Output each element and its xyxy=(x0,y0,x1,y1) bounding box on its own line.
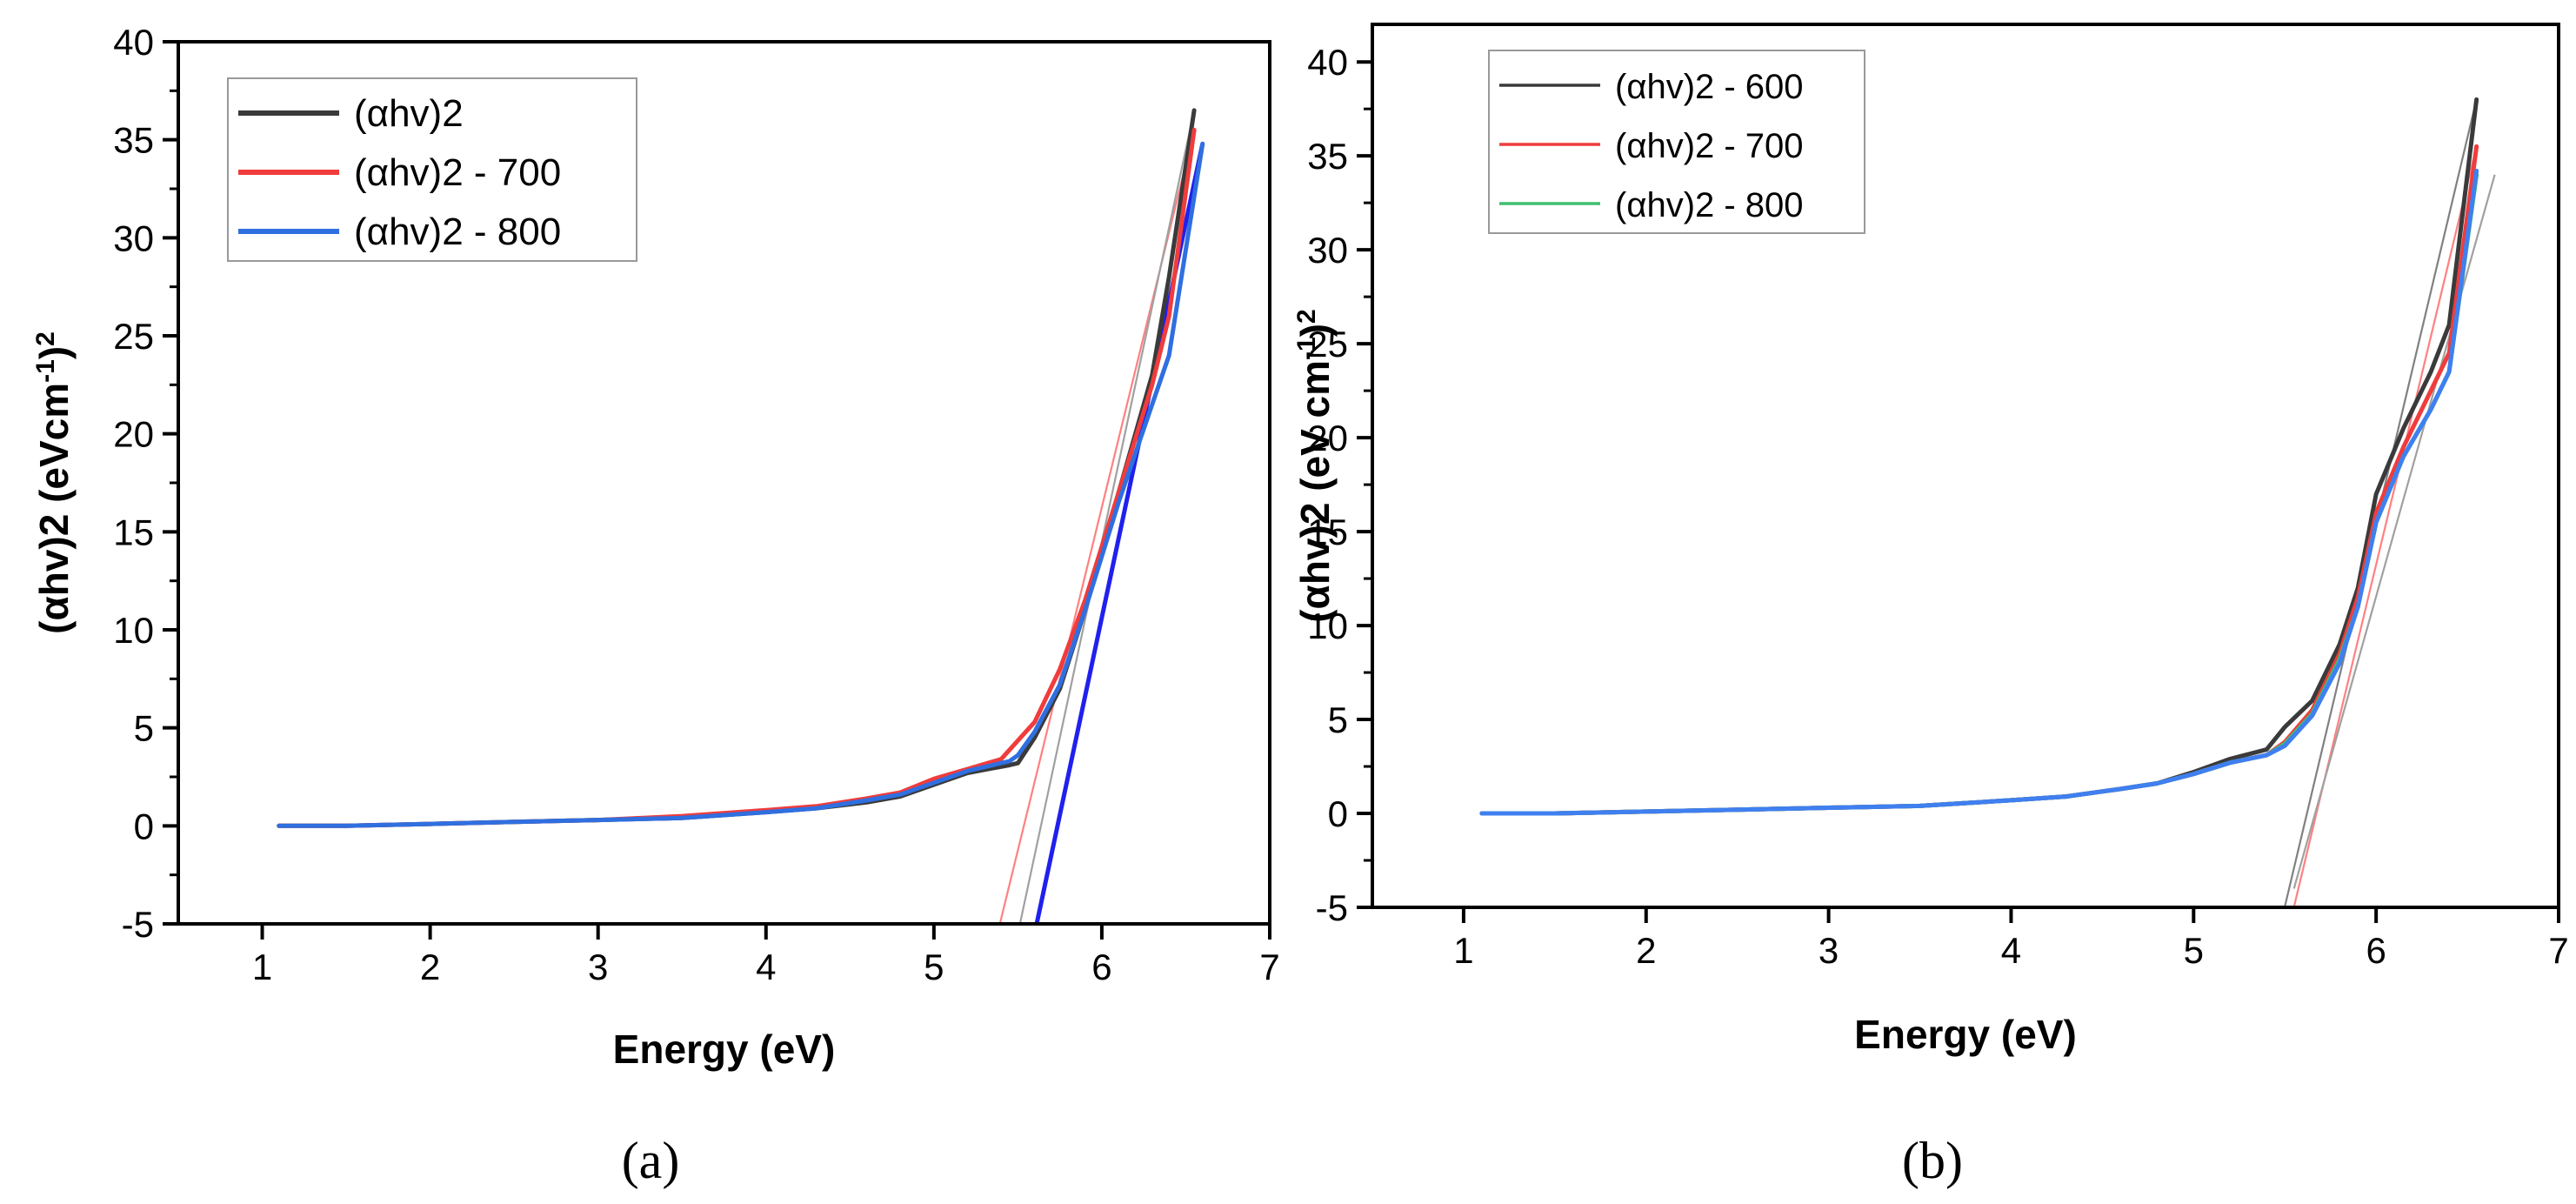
y-axis-label-part: -1 xyxy=(1292,337,1321,360)
tangent-line-1 xyxy=(2292,146,2478,907)
y-tick-label: 15 xyxy=(1307,512,1348,552)
x-tick-label: 1 xyxy=(1453,930,1473,971)
chart-panel-b: 1 2 3 4 5 6 7 -5 0 5 10 15 20 25 30 35 40 Energy (eV) (αhv… xyxy=(1292,23,2569,1189)
series-line-1 xyxy=(1479,144,2479,816)
y-tick-label: 25 xyxy=(1307,324,1348,365)
y-axis-label: (αhv)2 (eV cm-1)2 xyxy=(1292,309,1338,623)
y-axis-label-part: 2 xyxy=(1292,309,1321,324)
y-axis-label: (αhv)2 (eVcm-1)2 xyxy=(31,331,77,634)
y-tick-label: 35 xyxy=(113,120,154,161)
y-axis-label-part: 2 xyxy=(31,331,60,346)
x-tick-label: 4 xyxy=(2001,930,2021,971)
x-tick-label: 2 xyxy=(1636,930,1656,971)
panel-label: (a) xyxy=(622,1132,680,1189)
y-tick-label: 35 xyxy=(1307,136,1348,177)
legend-entry-label: (αhv)2 - 700 xyxy=(1615,127,1804,165)
y-axis-label-part: (αhv)2 (eV cm xyxy=(1292,360,1338,623)
x-tick-label: 3 xyxy=(1819,930,1839,971)
y-tick-label: 25 xyxy=(113,316,154,357)
chart-panel-a: 1 2 3 4 5 6 7 -5 0 5 10 15 20 25 30 35 40 Energy (eV) (αhv… xyxy=(31,22,1280,1189)
y-axis-label-part: ) xyxy=(31,346,77,359)
legend-entry-label: (αhv)2 - 800 xyxy=(1615,186,1804,224)
y-tick-label: 0 xyxy=(1328,793,1348,834)
legend-entry-label: (αhv)2 xyxy=(354,92,464,135)
y-tick-label: 10 xyxy=(1307,605,1348,646)
tangent-line-2 xyxy=(2292,174,2496,889)
y-tick-label: 5 xyxy=(134,708,154,749)
x-tick-label: 5 xyxy=(924,946,944,987)
x-tick-label: 7 xyxy=(2548,930,2568,971)
y-axis-label-part: ) xyxy=(1292,324,1338,337)
y-tick-label: 5 xyxy=(1328,699,1348,740)
x-tick-label: 7 xyxy=(1259,946,1279,987)
series-line-2 xyxy=(277,141,1205,828)
y-axis-label-part: (αhv)2 (eVcm xyxy=(31,383,77,634)
x-axis-label: Energy (eV) xyxy=(1854,1012,2077,1057)
x-axis-label: Energy (eV) xyxy=(613,1027,836,1072)
legend-entry-label: (αhv)2 - 600 xyxy=(1615,68,1804,106)
plot-data-group xyxy=(277,108,1205,924)
panel-label: (b) xyxy=(1902,1132,1963,1189)
legend-entry-label: (αhv)2 - 800 xyxy=(354,211,561,253)
x-tick-label: 4 xyxy=(756,946,776,987)
plot-data-group xyxy=(1479,97,2496,907)
y-tick-label: -5 xyxy=(1316,887,1348,928)
y-tick-label: 10 xyxy=(113,610,154,651)
legend-entry-label: (αhv)2 - 700 xyxy=(354,151,561,194)
y-tick-label: 40 xyxy=(1307,42,1348,83)
x-tick-label: 2 xyxy=(420,946,440,987)
y-tick-label: 0 xyxy=(134,806,154,846)
series-line-2 xyxy=(1479,172,2479,816)
x-tick-label: 6 xyxy=(1091,946,1111,987)
x-tick-label: 1 xyxy=(252,946,272,987)
axes-frame xyxy=(1371,23,2560,909)
x-tick-label: 5 xyxy=(2184,930,2204,971)
y-tick-label: 20 xyxy=(1307,418,1348,458)
y-tick-label: 20 xyxy=(113,414,154,455)
overlay-series-line-0 xyxy=(1479,168,2479,816)
y-tick-label: -5 xyxy=(122,904,154,945)
y-axis-label-part: -1 xyxy=(31,359,60,383)
y-tick-label: 30 xyxy=(1307,230,1348,271)
x-tick-label: 3 xyxy=(588,946,608,987)
y-tick-label: 15 xyxy=(113,512,154,552)
y-tick-label: 30 xyxy=(113,217,154,258)
y-tick-label: 40 xyxy=(113,22,154,63)
x-tick-label: 6 xyxy=(2366,930,2386,971)
